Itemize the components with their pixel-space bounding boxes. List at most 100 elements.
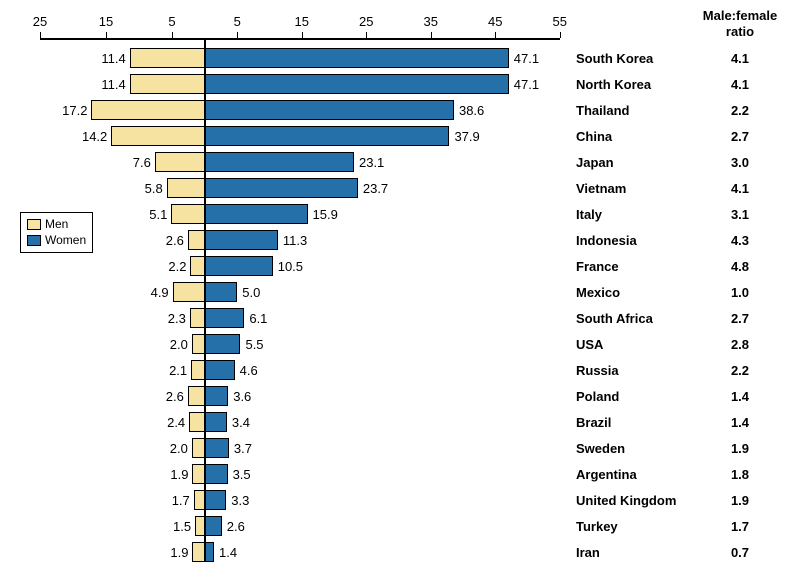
ratio-label: 2.7: [720, 311, 760, 326]
ratio-label: 3.0: [720, 155, 760, 170]
bar-men: [192, 334, 205, 354]
ratio-label: 2.2: [720, 103, 760, 118]
bar-women: [205, 178, 358, 198]
ratio-header: Male:femaleratio: [695, 8, 785, 39]
legend-label: Women: [45, 233, 86, 249]
axis-tick: [495, 32, 496, 38]
value-women: 1.4: [219, 545, 237, 560]
bar-women: [205, 126, 449, 146]
ratio-label: 4.1: [720, 181, 760, 196]
ratio-label: 1.8: [720, 467, 760, 482]
bar-women: [205, 464, 228, 484]
bar-women: [205, 48, 509, 68]
bar-men: [130, 74, 205, 94]
bar-women: [205, 74, 509, 94]
bar-men: [190, 308, 205, 328]
bar-men: [155, 152, 205, 172]
value-men: 1.5: [173, 519, 191, 534]
value-men: 2.2: [168, 259, 186, 274]
ratio-label: 3.1: [720, 207, 760, 222]
ratio-label: 4.1: [720, 77, 760, 92]
bar-women: [205, 490, 226, 510]
table-row: 5.115.9Italy3.1: [0, 204, 800, 224]
value-men: 4.9: [151, 285, 169, 300]
axis-tick-label: 25: [33, 14, 47, 29]
axis-end-tick: [560, 32, 561, 38]
bar-men: [190, 256, 205, 276]
bar-men: [173, 282, 205, 302]
value-women: 23.1: [359, 155, 384, 170]
table-row: 1.9 3.5 Argentina 1.8: [0, 464, 800, 484]
ratio-label: 1.0: [720, 285, 760, 300]
ratio-label: 2.2: [720, 363, 760, 378]
value-men: 1.9: [170, 467, 188, 482]
bar-men: [191, 360, 205, 380]
country-label: Sweden: [576, 441, 625, 456]
table-row: 11.447.1South Korea4.1: [0, 48, 800, 68]
axis-tick-label: 55: [553, 14, 567, 29]
country-label: Thailand: [576, 103, 629, 118]
value-women: 47.1: [514, 77, 539, 92]
value-women: 4.6: [240, 363, 258, 378]
table-row: 2.0 3.7 Sweden 1.9: [0, 438, 800, 458]
bar-women: [205, 308, 244, 328]
bar-women: [205, 204, 308, 224]
value-men: 5.1: [149, 207, 167, 222]
country-label: France: [576, 259, 619, 274]
value-men: 2.3: [168, 311, 186, 326]
country-label: United Kingdom: [576, 493, 676, 508]
table-row: 11.447.1North Korea4.1: [0, 74, 800, 94]
bar-women: [205, 334, 240, 354]
value-men: 2.4: [167, 415, 185, 430]
table-row: 17.238.6Thailand2.2: [0, 100, 800, 120]
value-women: 3.3: [231, 493, 249, 508]
country-label: Argentina: [576, 467, 637, 482]
legend-item: Women: [27, 233, 86, 249]
value-men: 7.6: [133, 155, 151, 170]
value-men: 2.0: [170, 441, 188, 456]
ratio-label: 0.7: [720, 545, 760, 560]
axis-tick-label: 35: [424, 14, 438, 29]
country-label: Iran: [576, 545, 600, 560]
table-row: 2.3 6.1 South Africa 2.7: [0, 308, 800, 328]
bar-men: [111, 126, 205, 146]
ratio-label: 1.4: [720, 389, 760, 404]
value-men: 11.4: [101, 51, 125, 66]
table-row: 7.623.1Japan3.0: [0, 152, 800, 172]
table-row: 1.73.3United Kingdom1.9: [0, 490, 800, 510]
bar-men: [188, 386, 205, 406]
bar-men: [130, 48, 205, 68]
country-label: South Africa: [576, 311, 653, 326]
value-women: 3.7: [234, 441, 252, 456]
table-row: 2.2 10.5 France 4.8: [0, 256, 800, 276]
bar-men: [192, 464, 205, 484]
bar-women: [205, 360, 235, 380]
table-row: 1.52.6Turkey1.7: [0, 516, 800, 536]
value-women: 47.1: [514, 51, 539, 66]
axis-tick: [172, 32, 173, 38]
legend-item: Men: [27, 217, 86, 233]
value-men: 1.9: [170, 545, 188, 560]
country-label: USA: [576, 337, 603, 352]
ratio-label: 4.3: [720, 233, 760, 248]
ratio-label: 4.8: [720, 259, 760, 274]
ratio-label: 2.7: [720, 129, 760, 144]
value-women: 2.6: [227, 519, 245, 534]
value-women: 6.1: [249, 311, 267, 326]
table-row: 14.237.9China2.7: [0, 126, 800, 146]
axis-line: [40, 38, 560, 40]
table-row: 4.95.0Mexico1.0: [0, 282, 800, 302]
ratio-label: 1.9: [720, 493, 760, 508]
ratio-label: 4.1: [720, 51, 760, 66]
bar-women: [205, 542, 214, 562]
value-women: 3.6: [233, 389, 251, 404]
value-women: 10.5: [278, 259, 303, 274]
axis-tick: [366, 32, 367, 38]
table-row: 1.9 1.4 Iran 0.7: [0, 542, 800, 562]
value-men: 2.0: [170, 337, 188, 352]
bar-men: [195, 516, 205, 536]
value-women: 3.5: [233, 467, 251, 482]
axis-tick-label: 15: [99, 14, 113, 29]
ratio-label: 1.9: [720, 441, 760, 456]
table-row: 2.05.5USA2.8: [0, 334, 800, 354]
